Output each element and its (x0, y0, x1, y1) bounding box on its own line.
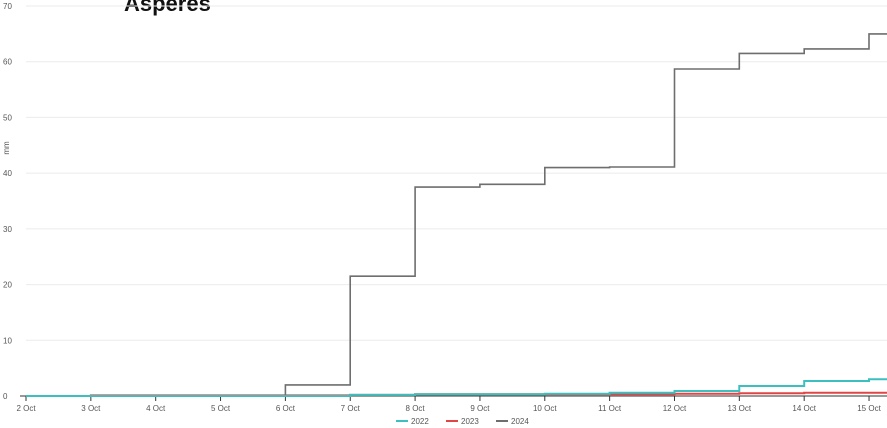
x-tick-label: 14 Oct (792, 404, 816, 413)
legend-label-2022: 2022 (411, 417, 429, 426)
x-tick-label: 6 Oct (276, 404, 296, 413)
chart-title: Asperes (124, 0, 211, 16)
x-tick-label: 7 Oct (341, 404, 361, 413)
legend: 2022 2023 2024 (396, 417, 529, 426)
series-line-2022 (26, 378, 887, 397)
legend-label-2024: 2024 (511, 417, 529, 426)
y-axis-label: mm (2, 141, 11, 155)
x-tick-label: 8 Oct (406, 404, 426, 413)
y-tick-label: 40 (3, 169, 12, 178)
axes: 0 10 20 30 40 50 60 70 mm 2 Oct 3 Oct 4 Oct 5 Oct 6 O… (2, 2, 887, 413)
x-tick-label: 2 Oct (16, 404, 36, 413)
x-tick-label: 11 Oct (598, 404, 622, 413)
y-tick-label: 20 (3, 281, 12, 290)
x-tick-label: 9 Oct (470, 404, 490, 413)
y-tick-label: 60 (3, 58, 12, 67)
y-tick-label: 0 (3, 392, 8, 401)
x-tick-label: 3 Oct (81, 404, 101, 413)
y-tick-label: 30 (3, 225, 12, 234)
legend-label-2023: 2023 (461, 417, 479, 426)
x-tick-label: 10 Oct (533, 404, 557, 413)
x-tick-label: 4 Oct (146, 404, 166, 413)
x-tick-label: 13 Oct (728, 404, 752, 413)
x-tick-label: 5 Oct (211, 404, 231, 413)
grid (26, 5, 887, 397)
series-line-2024 (26, 33, 887, 397)
y-tick-label: 50 (3, 113, 12, 122)
series-lines (26, 33, 887, 397)
y-tick-label: 10 (3, 336, 12, 345)
x-tick-label: 15 Oct (857, 404, 881, 413)
y-tick-label: 70 (3, 2, 12, 11)
x-tick-label: 12 Oct (663, 404, 687, 413)
